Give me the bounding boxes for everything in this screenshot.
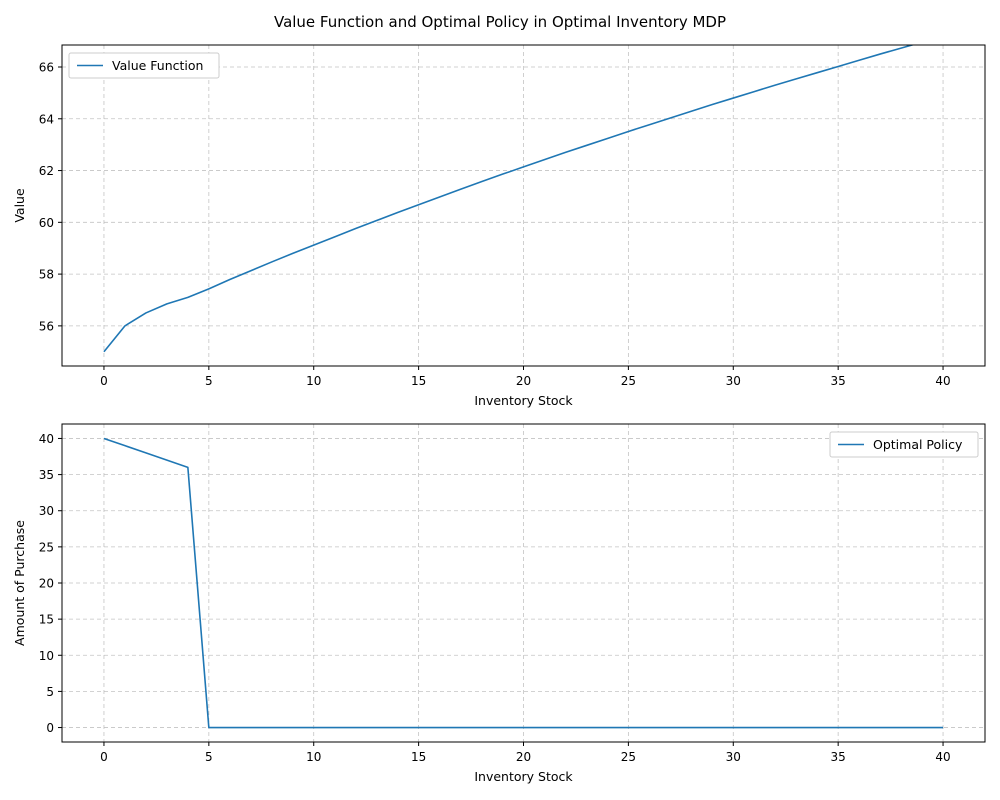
y-axis-label: Amount of Purchase — [12, 520, 27, 646]
x-tick-label: 30 — [726, 750, 741, 764]
y-tick-label: 60 — [39, 216, 54, 230]
x-tick-label: 0 — [100, 750, 108, 764]
value-function-plot: 0 5 10 15 20 25 30 35 40 56 58 60 62 64 66 Inventory St… — [12, 44, 986, 408]
x-tick-label: 10 — [306, 374, 321, 388]
y-tick-label: 56 — [39, 319, 54, 333]
optimal-policy-plot: 0 5 10 15 20 25 30 35 40 0 5 10 15 20 25 30 35 40 Inventor… — [12, 423, 986, 784]
series-line-0 — [103, 437, 944, 729]
legend-label: Value Function — [112, 58, 203, 73]
figure-title: Value Function and Optimal Policy in Opt… — [274, 13, 726, 31]
series-line-0 — [103, 45, 915, 353]
y-axis-label: Value — [12, 188, 27, 223]
legend-box — [829, 431, 979, 458]
legend: Optimal Policy — [829, 431, 979, 458]
y-tick-label: 5 — [46, 685, 54, 699]
y-tick-label: 20 — [39, 577, 54, 591]
y-tick-label: 0 — [46, 721, 54, 735]
x-tick-label: 15 — [411, 750, 426, 764]
legend-label: Optimal Policy — [873, 437, 963, 452]
y-tick-label: 10 — [39, 649, 54, 663]
x-tick-label: 20 — [516, 750, 531, 764]
x-tick-label: 40 — [935, 750, 950, 764]
y-tick-label: 35 — [39, 468, 54, 482]
x-tick-label: 5 — [205, 374, 213, 388]
x-tick-label: 25 — [621, 750, 636, 764]
y-tick-label: 62 — [39, 164, 54, 178]
y-tick-label: 25 — [39, 540, 54, 554]
x-axis-label: Inventory Stock — [474, 393, 573, 408]
x-tick-label: 35 — [831, 374, 846, 388]
y-tick-label: 30 — [39, 504, 54, 518]
x-tick-label: 20 — [516, 374, 531, 388]
legend: Value Function — [68, 52, 220, 79]
y-tick-label: 66 — [39, 61, 54, 75]
x-tick-label: 40 — [935, 374, 950, 388]
axes-frame — [61, 44, 986, 367]
x-tick-label: 35 — [831, 750, 846, 764]
y-tick-label: 58 — [39, 268, 54, 282]
x-tick-label: 0 — [100, 374, 108, 388]
x-tick-label: 5 — [205, 750, 213, 764]
y-tick-label: 64 — [39, 112, 54, 126]
y-tick-label: 40 — [39, 432, 54, 446]
x-tick-label: 10 — [306, 750, 321, 764]
y-tick-label: 15 — [39, 613, 54, 627]
x-tick-label: 15 — [411, 374, 426, 388]
x-tick-label: 30 — [726, 374, 741, 388]
x-tick-label: 25 — [621, 374, 636, 388]
legend-box — [68, 52, 220, 79]
x-axis-label: Inventory Stock — [474, 769, 573, 784]
